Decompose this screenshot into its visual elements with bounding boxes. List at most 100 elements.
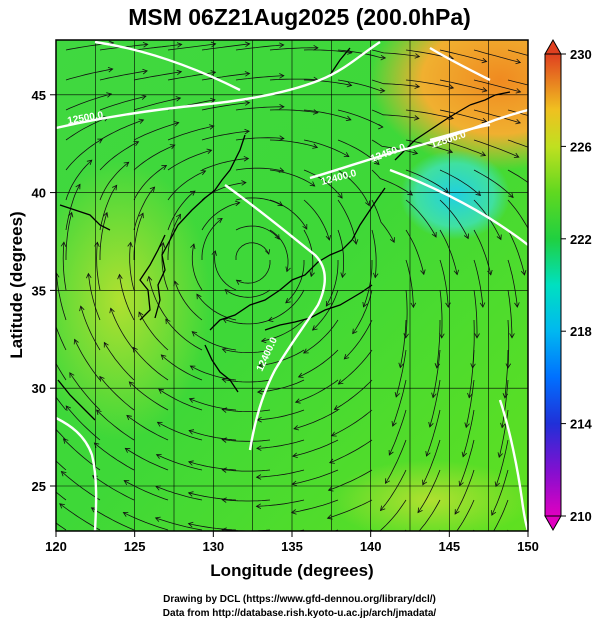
- streamline: [371, 79, 420, 88]
- streamline: [214, 250, 237, 291]
- streamline: [269, 199, 308, 230]
- streamline: [493, 499, 509, 531]
- streamline-arrow: [285, 266, 291, 273]
- streamline: [99, 376, 135, 411]
- streamline-arrow: [520, 269, 527, 276]
- streamline: [334, 379, 373, 410]
- streamline-arrow: [362, 301, 368, 308]
- streamline: [303, 109, 352, 121]
- streamline: [363, 260, 373, 308]
- streamline: [133, 213, 144, 260]
- streamline: [399, 319, 407, 368]
- streamline-arrow: [196, 293, 202, 300]
- streamline-arrow: [447, 148, 454, 154]
- streamline: [329, 439, 373, 464]
- streamline-arrow: [330, 431, 337, 437]
- streamline-arrow: [481, 57, 488, 64]
- streamline-arrow: [127, 241, 133, 248]
- streamline-arrow: [107, 67, 114, 73]
- streamline-arrow: [124, 447, 131, 453]
- streamline-arrow: [260, 337, 267, 344]
- streamline-arrow: [475, 190, 481, 197]
- streamline-arrow: [188, 429, 195, 435]
- colorbar-tick-label: 226: [570, 139, 592, 154]
- streamline-arrow: [86, 159, 93, 166]
- streamline-arrow: [378, 123, 384, 130]
- streamline: [269, 47, 318, 51]
- streamline-arrow: [515, 119, 521, 125]
- streamline-arrow: [103, 341, 109, 348]
- y-tick-label: 25: [32, 479, 46, 494]
- colorbar: 230 226 222 218 214 210: [544, 38, 592, 532]
- streamline: [235, 167, 284, 172]
- streamline-arrow: [60, 470, 67, 477]
- streamline: [473, 109, 521, 124]
- x-axis-ticks: 120 125 130 135 140 145 150: [45, 531, 539, 554]
- streamline: [123, 512, 169, 531]
- streamline: [439, 109, 487, 122]
- streamline-arrow: [302, 224, 308, 230]
- streamline-arrow: [154, 516, 161, 522]
- streamline-arrow: [496, 234, 502, 241]
- streamline-arrow: [407, 190, 413, 196]
- x-tick-label: 135: [281, 539, 303, 554]
- streamline-arrow: [206, 148, 213, 154]
- streamline: [133, 165, 167, 201]
- streamline-arrow: [302, 348, 309, 354]
- streamline: [371, 169, 413, 196]
- streamline-arrow: [327, 543, 332, 548]
- streamline-arrow: [448, 84, 455, 90]
- streamline: [426, 409, 441, 457]
- streamline: [167, 149, 212, 171]
- streamline: [328, 469, 373, 491]
- streamline-arrow: [234, 200, 241, 207]
- streamline: [80, 306, 101, 351]
- streamline-arrow: [241, 180, 247, 186]
- streamline: [174, 281, 203, 321]
- streamline: [124, 480, 169, 501]
- streamline-arrow: [60, 241, 67, 247]
- streamline: [507, 529, 509, 531]
- streamline-arrow: [474, 333, 480, 339]
- streamline: [222, 469, 271, 472]
- streamline: [405, 199, 437, 238]
- streamline: [222, 409, 271, 412]
- streamline: [507, 79, 528, 86]
- streamline: [337, 49, 386, 59]
- streamline-arrow: [267, 316, 274, 322]
- streamline: [133, 44, 182, 51]
- streamline: [188, 492, 237, 501]
- streamline: [392, 379, 407, 427]
- streamline-arrow: [244, 100, 251, 106]
- streamline: [495, 439, 509, 487]
- streamline-arrow: [142, 42, 149, 48]
- streamline: [256, 499, 305, 507]
- streamline: [65, 93, 112, 111]
- streamline-arrow: [208, 124, 215, 130]
- streamline-arrow: [293, 425, 299, 431]
- streamline-arrow: [374, 159, 380, 166]
- streamline: [285, 260, 305, 304]
- streamline: [371, 229, 377, 278]
- streamline: [473, 139, 519, 158]
- streamline-arrow: [379, 505, 386, 512]
- streamline: [138, 311, 169, 351]
- streamline-arrow: [255, 474, 262, 480]
- streamline-arrow: [142, 68, 148, 75]
- streamline: [473, 79, 521, 93]
- streamline-arrow: [309, 181, 316, 187]
- streamline-arrow: [244, 128, 250, 135]
- streamline-arrow: [255, 503, 262, 509]
- streamline-arrow: [173, 280, 179, 287]
- streamline: [56, 460, 67, 471]
- streamline: [99, 161, 129, 201]
- streamline-arrow: [36, 403, 41, 408]
- streamline-arrow: [156, 421, 163, 427]
- streamline: [507, 109, 528, 116]
- streamline-arrow: [394, 392, 400, 398]
- streamline-arrow: [159, 241, 166, 248]
- streamline: [201, 202, 240, 231]
- streamline-arrow: [187, 491, 194, 497]
- streamline-arrow: [176, 69, 183, 76]
- streamline-arrow: [30, 468, 35, 473]
